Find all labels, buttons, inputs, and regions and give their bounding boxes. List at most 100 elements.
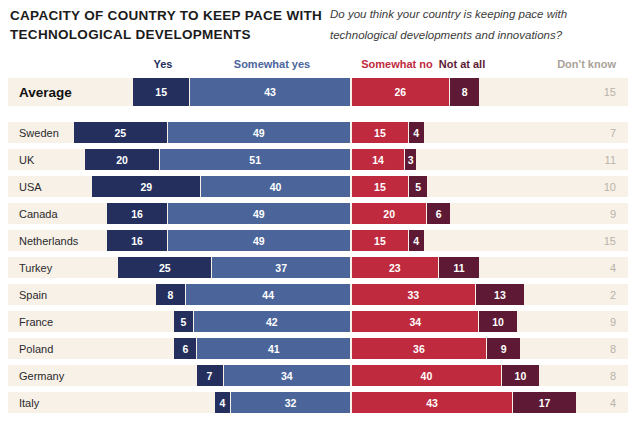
segment-somewhat-no: 36 — [352, 338, 486, 359]
row-label: France — [19, 316, 53, 328]
negative-bar-group: 2311 — [352, 257, 479, 278]
segment-somewhat-yes: 40 — [201, 176, 350, 197]
positive-bar-group: 734 — [197, 365, 351, 386]
page-title: CAPACITY OF COUNTRY TO KEEP PACE WITH TE… — [10, 6, 332, 44]
segment-somewhat-no: 26 — [352, 78, 449, 106]
segment-somewhat-yes: 34 — [224, 365, 350, 386]
dont-know-value: 9 — [610, 316, 616, 328]
segment-not-at-all: 3 — [405, 149, 416, 170]
segment-somewhat-no: 15 — [352, 230, 408, 251]
segment-not-at-all: 10 — [502, 365, 539, 386]
row-label: Sweden — [19, 127, 59, 139]
chart-row: Poland6413698 — [8, 338, 628, 359]
column-header-somewhat-no: Somewhat no — [361, 58, 433, 70]
dont-know-value: 2 — [610, 289, 616, 301]
segment-somewhat-yes: 51 — [160, 149, 350, 170]
chart-row: Italy43243174 — [8, 392, 628, 413]
row-label: Italy — [19, 397, 39, 409]
column-header-yes: Yes — [154, 58, 173, 70]
negative-bar-group: 4010 — [352, 365, 539, 386]
segment-not-at-all: 11 — [439, 257, 480, 278]
chart-rows: Average154326815Sweden25491547UK20511431… — [8, 78, 628, 419]
segment-somewhat-yes: 49 — [168, 122, 350, 143]
dont-know-value: 9 — [610, 208, 616, 220]
row-label: UK — [19, 154, 34, 166]
segment-yes: 15 — [133, 78, 189, 106]
positive-bar-group: 542 — [174, 311, 350, 332]
segment-yes: 7 — [197, 365, 223, 386]
dont-know-value: 4 — [610, 397, 616, 409]
negative-bar-group: 369 — [352, 338, 520, 359]
chart-row: Canada16492069 — [8, 203, 628, 224]
segment-not-at-all: 6 — [427, 203, 449, 224]
segment-somewhat-no: 33 — [352, 284, 475, 305]
segment-somewhat-no: 40 — [352, 365, 501, 386]
positive-bar-group: 2537 — [118, 257, 350, 278]
segment-not-at-all: 4 — [409, 122, 424, 143]
chart-row-average: Average154326815 — [8, 78, 628, 106]
segment-not-at-all: 4 — [409, 230, 424, 251]
segment-not-at-all: 9 — [487, 338, 520, 359]
segment-not-at-all: 17 — [513, 392, 576, 413]
dont-know-value: 11 — [605, 154, 616, 166]
row-label: Spain — [19, 289, 47, 301]
negative-bar-group: 4317 — [352, 392, 576, 413]
negative-bar-group: 268 — [352, 78, 479, 106]
row-label: Turkey — [19, 262, 52, 274]
negative-bar-group: 206 — [352, 203, 450, 224]
chart-row: Sweden25491547 — [8, 122, 628, 143]
dont-know-value: 4 — [610, 262, 616, 274]
stacked-bar-chart: Yes Somewhat yes Somewhat no Not at all … — [8, 58, 628, 418]
segment-somewhat-yes: 43 — [190, 78, 350, 106]
segment-yes: 4 — [215, 392, 230, 413]
infographic-page: { "header": { "title": "CAPACITY OF COUN… — [0, 0, 640, 429]
negative-bar-group: 154 — [352, 122, 424, 143]
dont-know-value: 10 — [604, 181, 616, 193]
segment-yes: 20 — [85, 149, 159, 170]
segment-somewhat-yes: 42 — [194, 311, 350, 332]
chart-row: UK 2051143 11 — [8, 149, 628, 170]
segment-not-at-all: 10 — [479, 311, 516, 332]
segment-yes: 16 — [107, 230, 167, 251]
row-label: Poland — [19, 343, 53, 355]
positive-bar-group: 641 — [174, 338, 350, 359]
row-label: Average — [19, 85, 72, 100]
segment-yes: 6 — [174, 338, 196, 359]
segment-somewhat-yes: 32 — [231, 392, 350, 413]
segment-somewhat-no: 43 — [352, 392, 512, 413]
negative-bar-group: 155 — [352, 176, 427, 197]
positive-bar-group: 1543 — [133, 78, 350, 106]
positive-bar-group: 2549 — [74, 122, 350, 143]
dont-know-value: 15 — [604, 235, 616, 247]
row-label: Netherlands — [19, 235, 78, 247]
segment-somewhat-no: 15 — [352, 176, 408, 197]
positive-bar-group: 432 — [215, 392, 350, 413]
segment-somewhat-no: 15 — [352, 122, 408, 143]
chart-row: USA 2940155 10 — [8, 176, 628, 197]
row-label: Canada — [19, 208, 58, 220]
negative-bar-group: 3313 — [352, 284, 524, 305]
chart-row: Germany 7344010 8 — [8, 365, 628, 386]
segment-not-at-all: 13 — [476, 284, 524, 305]
dont-know-value: 8 — [610, 370, 616, 382]
row-label: Germany — [19, 370, 64, 382]
survey-question: Do you think your country is keeping pac… — [330, 4, 636, 45]
segment-yes: 29 — [92, 176, 200, 197]
segment-not-at-all: 8 — [450, 78, 480, 106]
column-header-dont-know: Don't know — [557, 58, 616, 70]
positive-bar-group: 2051 — [85, 149, 350, 170]
segment-somewhat-no: 20 — [352, 203, 426, 224]
chart-row: France 5423410 9 — [8, 311, 628, 332]
negative-bar-group: 154 — [352, 230, 424, 251]
segment-somewhat-yes: 44 — [186, 284, 350, 305]
segment-somewhat-no: 34 — [352, 311, 478, 332]
chart-row: Spain 8443313 2 — [8, 284, 628, 305]
dont-know-value: 15 — [604, 86, 616, 98]
segment-somewhat-yes: 37 — [212, 257, 350, 278]
chart-row: Netherlands164915415 — [8, 230, 628, 251]
segment-yes: 25 — [118, 257, 211, 278]
positive-bar-group: 844 — [156, 284, 350, 305]
row-label: USA — [19, 181, 42, 193]
segment-somewhat-no: 14 — [352, 149, 404, 170]
segment-yes: 16 — [107, 203, 167, 224]
